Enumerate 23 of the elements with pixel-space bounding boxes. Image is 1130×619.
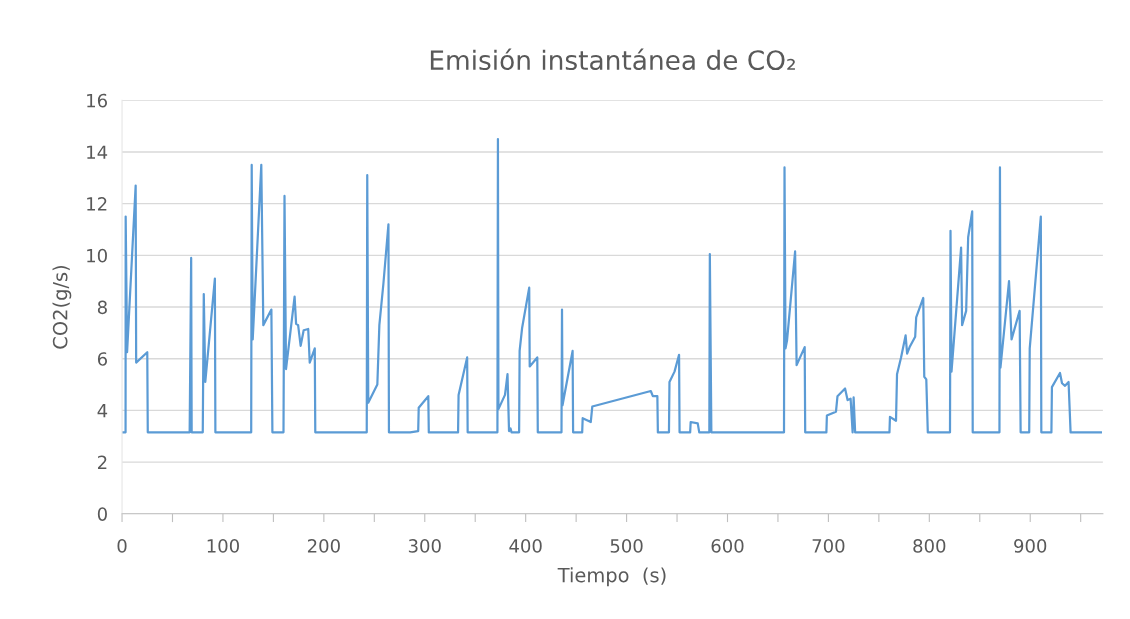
x-tick-label: 500 [610,539,643,553]
y-tick-label: 0 [97,507,107,521]
y-tick-label: 4 [97,404,108,418]
x-tick-label: 400 [509,539,542,553]
y-axis-title: CO2(g/s) [52,265,72,349]
y-tick-label: 6 [97,352,108,366]
x-tick-label: 300 [408,539,441,553]
y-tick-label: 12 [87,197,107,211]
chart-title: Emisión instantánea de CO₂ [430,48,795,71]
x-tick-label: 600 [711,539,744,553]
x-tick-label: 0 [117,539,127,553]
x-tick-label: 100 [207,539,239,553]
x-tick-label: 900 [1014,539,1047,553]
y-tick-label: 8 [97,300,107,315]
x-tick-label: 700 [812,539,845,553]
y-tick-label: 2 [97,455,107,469]
line-series [122,137,1102,434]
x-tick-label: 200 [307,539,340,553]
x-tick-label: 800 [913,539,946,553]
y-tick-label: 16 [87,93,108,108]
x-axis-title: Tiempo (s) [557,567,666,587]
y-tick-label: 10 [87,248,107,263]
y-tick-label: 14 [87,145,108,159]
